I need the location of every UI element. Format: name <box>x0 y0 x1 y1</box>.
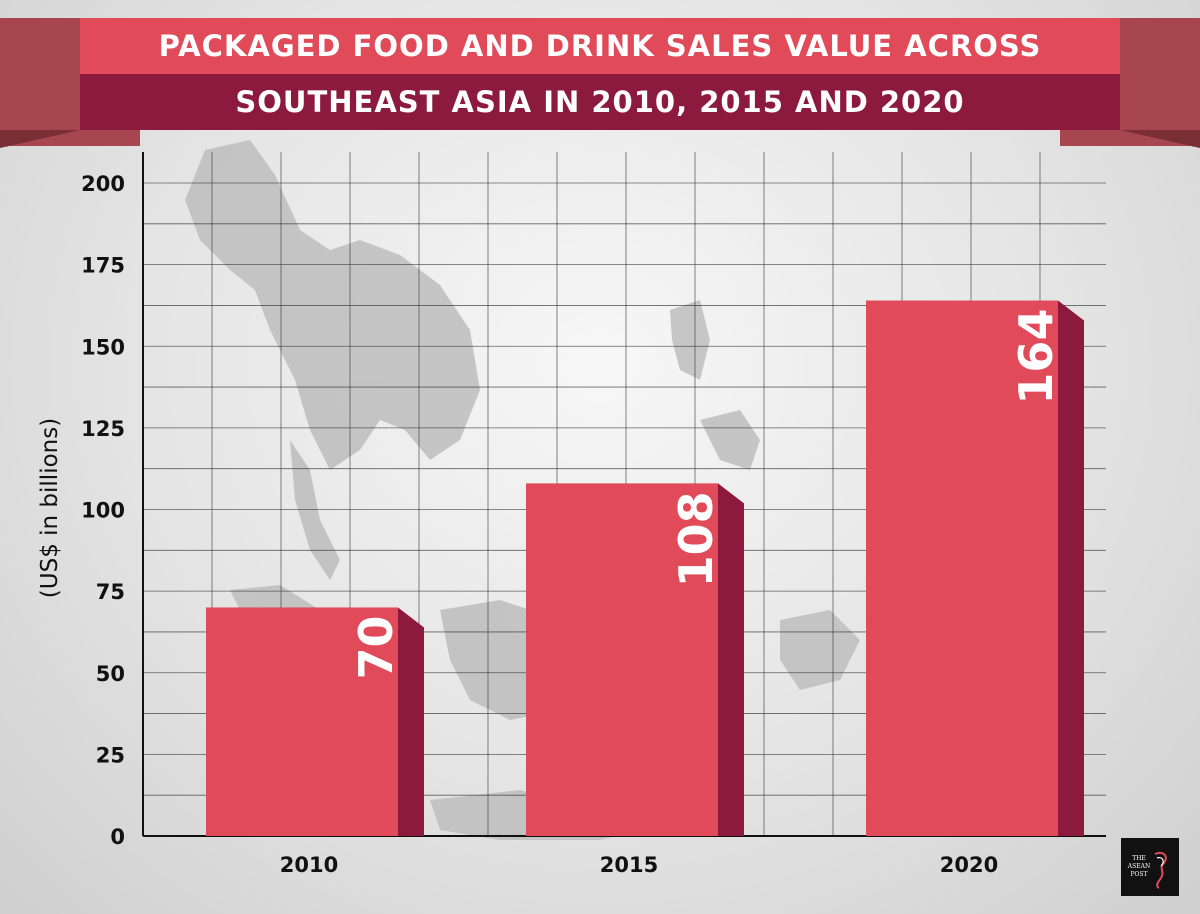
logo-text-1: THE <box>1132 855 1146 862</box>
bar-data-label: 108 <box>669 491 723 587</box>
bar-2015: 108 <box>526 483 744 836</box>
y-tick-label: 175 <box>81 254 125 278</box>
x-tick-label: 2010 <box>280 853 338 877</box>
logo-icon: THE ASEAN POST <box>1127 852 1167 889</box>
y-tick-label: 75 <box>96 580 125 604</box>
ribbon-fold-left <box>0 130 80 148</box>
x-tick-labels: 2010 2015 2020 <box>280 853 998 877</box>
bar-2010: 70 <box>206 607 424 836</box>
y-tick-label: 200 <box>81 172 125 196</box>
bar-data-label: 70 <box>349 615 403 679</box>
y-tick-label: 125 <box>81 417 125 441</box>
chart-title-line-2: SOUTHEAST ASIA IN 2010, 2015 AND 2020 <box>80 74 1120 130</box>
x-tick-label: 2020 <box>940 853 998 877</box>
bar-front <box>206 607 398 836</box>
y-tick-label: 50 <box>96 662 125 686</box>
bar-side <box>718 483 744 836</box>
y-tick-labels: 0 25 50 75 100 125 150 175 200 <box>81 172 125 849</box>
bar-front <box>526 483 718 836</box>
logo-text-3: POST <box>1130 871 1147 878</box>
bar-data-label: 164 <box>1009 309 1063 405</box>
chart-title-line-1: PACKAGED FOOD AND DRINK SALES VALUE ACRO… <box>80 18 1120 74</box>
y-tick-label: 100 <box>81 499 125 523</box>
the-asean-post-logo: THE ASEAN POST <box>1121 838 1179 896</box>
ribbon-fold-right <box>1120 130 1200 148</box>
y-axis-label: (US$ in billions) <box>37 417 63 599</box>
bar-front <box>866 300 1058 836</box>
y-tick-label: 25 <box>96 743 125 767</box>
x-tick-label: 2015 <box>600 853 658 877</box>
logo-text-2: ASEAN <box>1127 863 1150 870</box>
y-tick-label: 0 <box>110 825 125 849</box>
y-tick-label: 150 <box>81 335 125 359</box>
bars: 70 108 164 <box>206 300 1084 836</box>
bar-side <box>1058 300 1084 836</box>
bar-2020: 164 <box>866 300 1084 836</box>
bar-side <box>398 607 424 836</box>
